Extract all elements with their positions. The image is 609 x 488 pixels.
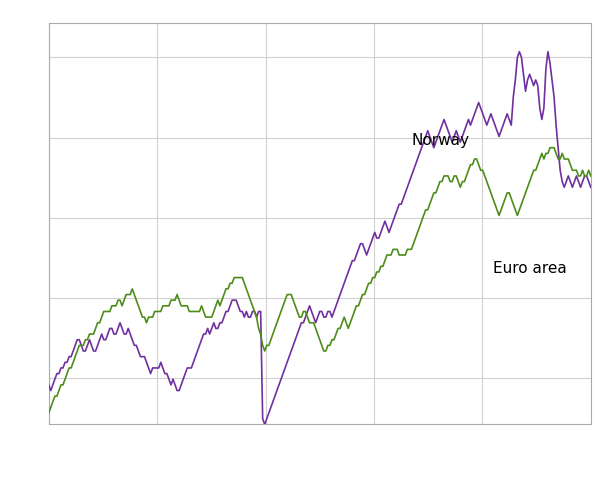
Text: Norway: Norway <box>412 132 470 147</box>
Text: Euro area: Euro area <box>493 261 567 276</box>
